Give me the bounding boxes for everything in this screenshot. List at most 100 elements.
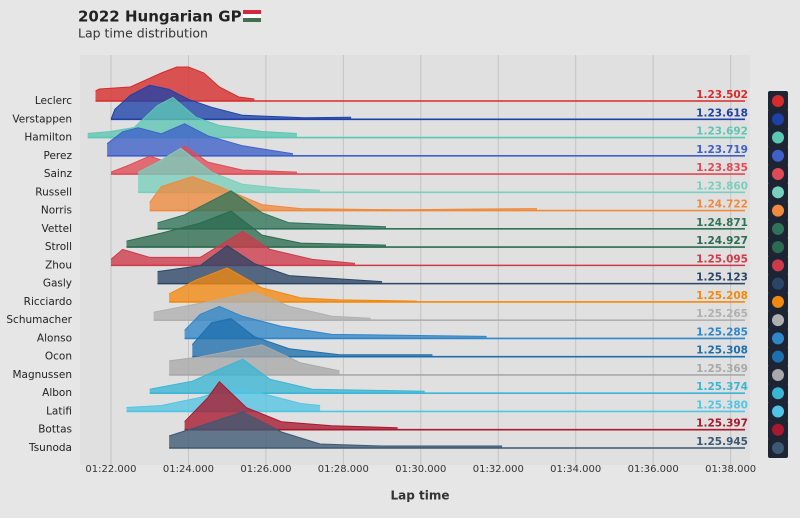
median-label: 1.25.308 bbox=[696, 345, 748, 357]
ridge-row: Hamilton 1.23.692 bbox=[24, 96, 788, 148]
median-label: 1.25.265 bbox=[696, 308, 748, 320]
x-tick-label: 01:30.000 bbox=[395, 464, 446, 475]
team-icon-mark bbox=[772, 314, 784, 327]
row-label: Russell bbox=[35, 186, 72, 198]
ridge-row: Zhou 1.25.095 bbox=[45, 230, 788, 276]
team-icon-mark bbox=[772, 259, 784, 272]
median-label: 1.23.719 bbox=[696, 144, 748, 156]
chart-subtitle: Lap time distribution bbox=[78, 26, 208, 41]
median-label: 1.25.380 bbox=[696, 399, 748, 411]
ridge-line bbox=[191, 318, 433, 356]
row-label: Stroll bbox=[45, 241, 72, 253]
row-label: Albon bbox=[42, 387, 72, 399]
team-icon-mark bbox=[772, 204, 784, 217]
median-label: 1.24.722 bbox=[696, 199, 748, 211]
row-label: Gasly bbox=[43, 278, 72, 290]
chart-title: 2022 Hungarian GP bbox=[78, 8, 242, 26]
ridge-row: Magnussen 1.25.369 bbox=[12, 344, 788, 385]
team-icon-mark bbox=[772, 332, 784, 345]
row-label: Magnussen bbox=[12, 369, 72, 381]
row-label: Perez bbox=[44, 150, 73, 162]
team-icon-mark bbox=[772, 149, 784, 162]
row-label: Sainz bbox=[44, 168, 73, 180]
team-icon-mark bbox=[772, 241, 784, 254]
ridge-line bbox=[149, 176, 538, 211]
median-label: 1.23.692 bbox=[696, 126, 748, 138]
team-icon-mark bbox=[772, 387, 784, 400]
ridge-line bbox=[184, 380, 398, 429]
row-label: Ocon bbox=[45, 351, 72, 363]
team-icon-mark bbox=[772, 368, 784, 381]
row-label: Tsunoda bbox=[28, 442, 72, 454]
flag bbox=[243, 10, 261, 22]
x-tick-label: 01:36.000 bbox=[628, 464, 679, 475]
row-label: Leclerc bbox=[35, 95, 72, 107]
ridge-line bbox=[126, 386, 321, 408]
ridge-fill bbox=[169, 267, 417, 302]
row-label: Zhou bbox=[45, 259, 72, 271]
row-label: Schumacher bbox=[6, 314, 72, 326]
ridge-line bbox=[95, 66, 255, 100]
x-tick-label: 01:32.000 bbox=[473, 464, 524, 475]
x-tick-label: 01:26.000 bbox=[240, 464, 291, 475]
row-label: Alonso bbox=[37, 332, 72, 344]
ridge-row: Perez 1.23.719 bbox=[44, 123, 788, 166]
median-label: 1.25.285 bbox=[696, 326, 748, 338]
ridge-line bbox=[87, 96, 297, 134]
median-label: 1.25.123 bbox=[696, 272, 748, 284]
median-label: 1.24.871 bbox=[696, 217, 748, 229]
row-label: Norris bbox=[41, 205, 72, 217]
x-tick-label: 01:38.000 bbox=[705, 464, 756, 475]
team-icon-mark bbox=[772, 168, 784, 181]
ridge-line bbox=[126, 210, 387, 246]
ridge-line bbox=[110, 230, 356, 264]
ridge-line bbox=[184, 305, 487, 337]
ridge-fill bbox=[107, 123, 293, 156]
ridge-fill bbox=[126, 211, 386, 248]
team-icon-mark bbox=[772, 350, 784, 363]
row-label: Verstappen bbox=[12, 113, 72, 125]
median-label: 1.23.860 bbox=[696, 180, 748, 192]
ridge-line bbox=[168, 267, 417, 302]
team-icon-mark bbox=[772, 222, 784, 235]
ridge-fill bbox=[169, 344, 340, 375]
median-label: 1.25.945 bbox=[696, 436, 748, 448]
ridge-line bbox=[106, 123, 294, 155]
median-label: 1.23.618 bbox=[696, 107, 748, 119]
ridge-line bbox=[137, 147, 321, 191]
median-label: 1.25.374 bbox=[696, 381, 748, 393]
ridge-line bbox=[169, 344, 340, 372]
row-label: Vettel bbox=[42, 223, 72, 235]
team-icon-mark bbox=[772, 423, 784, 436]
row-label: Hamilton bbox=[24, 132, 72, 144]
median-label: 1.25.397 bbox=[696, 418, 748, 430]
row-label: Ricciardo bbox=[24, 296, 72, 308]
team-icon-mark bbox=[772, 113, 784, 126]
ridge-fill bbox=[111, 231, 355, 266]
row-label: Latifi bbox=[46, 405, 72, 417]
ridge-row: Tsunoda 1.25.945 bbox=[28, 411, 788, 458]
ridge-line bbox=[157, 244, 383, 283]
ridge-fill bbox=[169, 412, 503, 448]
team-icon-mark bbox=[772, 186, 784, 199]
team-icon-mark bbox=[772, 295, 784, 308]
ridge-line bbox=[110, 84, 352, 120]
ridge-line bbox=[153, 291, 371, 319]
ridge-fill bbox=[184, 306, 487, 339]
team-icon-mark bbox=[772, 131, 784, 144]
ridge-row: Alonso 1.25.285 bbox=[37, 305, 788, 349]
team-icon-mark bbox=[772, 442, 784, 454]
row-label: Bottas bbox=[38, 424, 72, 436]
median-label: 1.25.208 bbox=[696, 290, 748, 302]
ridge-line bbox=[157, 190, 387, 228]
median-label: 1.23.502 bbox=[696, 89, 748, 101]
ridge-line bbox=[168, 411, 503, 447]
team-icon-mark bbox=[772, 277, 784, 290]
x-tick-label: 01:34.000 bbox=[550, 464, 601, 475]
x-axis-label: Lap time bbox=[390, 489, 449, 503]
median-label: 1.25.095 bbox=[696, 253, 748, 265]
ridge-line bbox=[149, 358, 425, 392]
median-label: 1.24.927 bbox=[696, 235, 748, 247]
